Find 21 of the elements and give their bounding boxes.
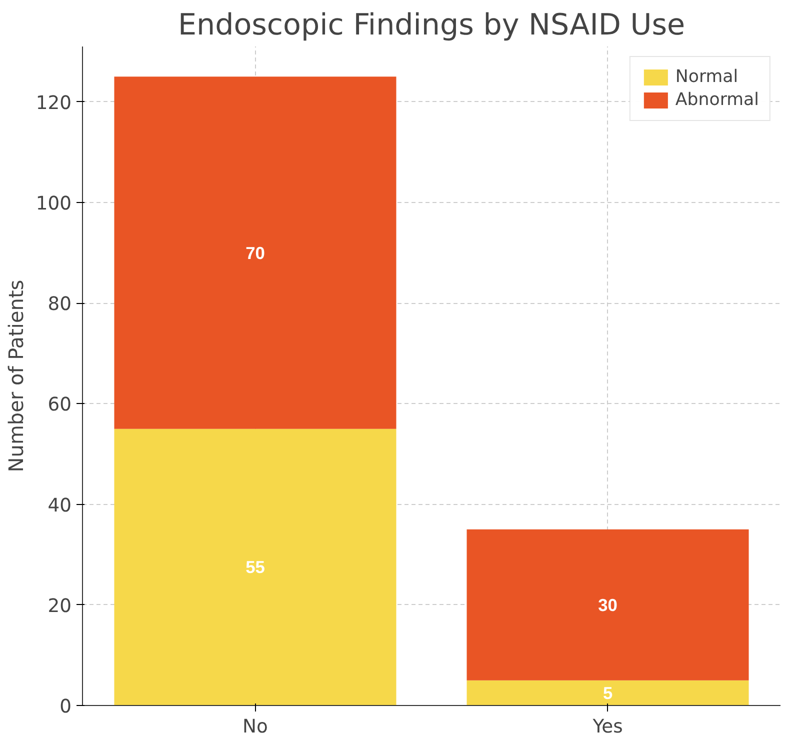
x-tick-label: No [242, 716, 268, 738]
bar [466, 529, 749, 680]
y-tick-label: 80 [48, 294, 72, 316]
bar [466, 680, 749, 706]
data-label: 30 [598, 594, 618, 615]
y-tick-label: 20 [48, 596, 72, 617]
bar [114, 76, 396, 429]
chart-title: Endoscopic Findings by NSAID Use [178, 8, 686, 42]
y-tick-label: 0 [60, 696, 72, 718]
data-label: 5 [602, 682, 613, 703]
bar [114, 428, 396, 706]
y-tick-label: 100 [36, 193, 72, 214]
y-tick-label: 40 [48, 495, 72, 516]
data-label: 70 [246, 242, 265, 263]
y-axis-title: Number of Patients [4, 280, 28, 472]
data-label: 55 [246, 557, 266, 578]
legend-label: Abnormal [675, 90, 759, 110]
y-tick-label: 120 [36, 92, 72, 114]
y-tick-label: 60 [48, 394, 72, 416]
legend-label: Normal [675, 67, 738, 87]
x-tick-label: Yes [592, 716, 623, 738]
